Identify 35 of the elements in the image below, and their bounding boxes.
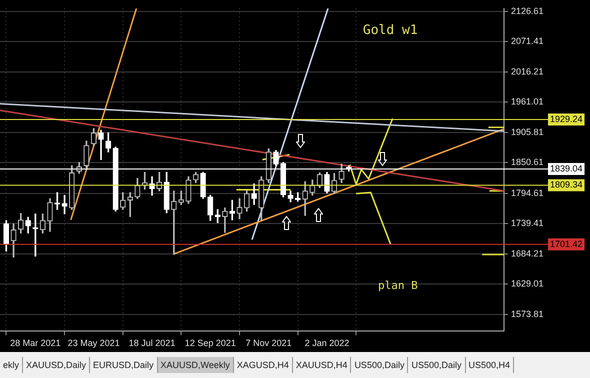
y-tick-label: 1629.01 xyxy=(511,278,544,289)
y-tick-label: 1573.81 xyxy=(511,308,544,319)
text: US500,Daily xyxy=(408,357,466,373)
text: US500,Daily xyxy=(351,357,408,373)
ref-line-label: 1701.42 xyxy=(550,238,583,249)
x-tick-label: 23 May 2021 xyxy=(68,338,120,348)
text: Gold w1 xyxy=(362,22,418,38)
y-tick-label: 2071.41 xyxy=(511,36,544,46)
annotation: plan B xyxy=(378,278,418,292)
candlestick xyxy=(62,194,68,214)
text: US500,H4 xyxy=(466,357,514,373)
x-tick-label: 28 Mar 2021 xyxy=(10,338,61,348)
y-tick-label: 1739.41 xyxy=(511,218,544,228)
candlestick xyxy=(222,208,228,233)
text: XAUUSD,Weekly xyxy=(158,357,234,373)
y-tick-label: 1961.01 xyxy=(511,96,544,107)
x-tick-label: 2 Jan 2022 xyxy=(304,338,350,348)
y-tick-label: 2016.21 xyxy=(511,66,544,76)
x-tick-label: 18 Jul 2021 xyxy=(128,338,176,348)
y-tick-label: 1905.81 xyxy=(511,126,544,137)
text: EURUSD,Daily xyxy=(90,357,158,373)
x-tick-label: 7 Nov 2021 xyxy=(246,338,292,348)
y-tick-label: 1850.61 xyxy=(511,157,544,168)
y-tick-label: 2126.61 xyxy=(511,6,544,16)
text: XAGUSD,H4 xyxy=(234,357,293,373)
y-tick-label: 1684.21 xyxy=(511,248,544,258)
ref-line-label: 1929.24 xyxy=(550,114,583,124)
ref-line-label: 1809.34 xyxy=(550,180,583,190)
text: XAUUSD,H4 xyxy=(292,357,352,373)
text: ekly xyxy=(0,357,24,373)
text: XAUUSD,Daily xyxy=(23,357,90,373)
y-tick-label: 1794.61 xyxy=(511,188,544,198)
x-tick-label: 12 Sep 2021 xyxy=(184,338,236,348)
ref-line-label: 1839.04 xyxy=(550,163,583,174)
candlestick xyxy=(98,130,104,160)
